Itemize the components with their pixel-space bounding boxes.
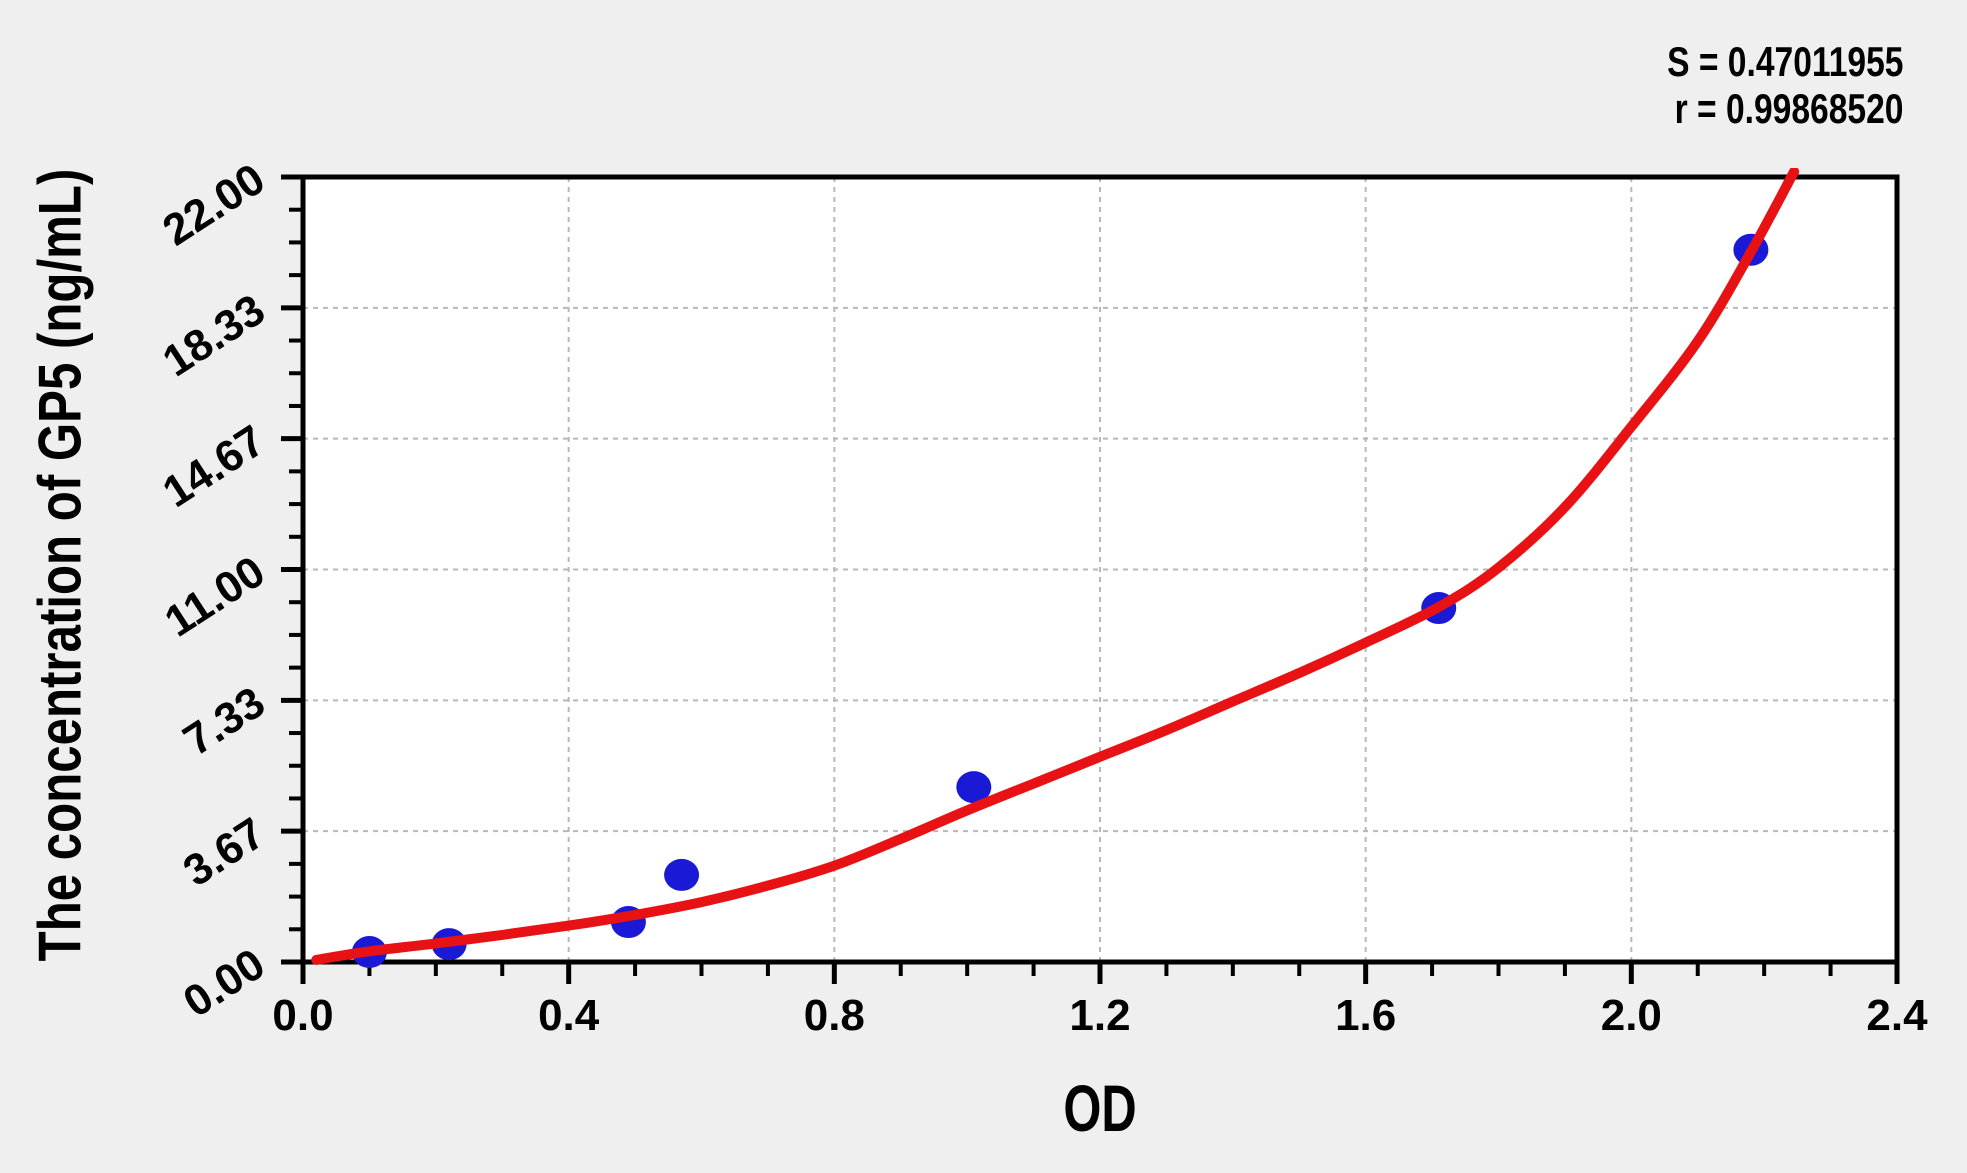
s-value-label: S = 0.47011955 xyxy=(1666,38,1903,85)
data-point xyxy=(664,858,700,891)
x-tick-label: 0.4 xyxy=(538,991,600,1040)
y-tick-label: 11.00 xyxy=(156,547,273,647)
y-tick-label: 14.67 xyxy=(154,416,273,517)
x-tick-label: 1.6 xyxy=(1335,991,1396,1040)
y-tick-label: 22.00 xyxy=(154,154,273,255)
x-tick-label: 0.8 xyxy=(804,991,865,1040)
fit-statistics: S = 0.47011955 r = 0.99868520 xyxy=(1667,38,1903,132)
y-tick-label: 7.33 xyxy=(175,678,274,766)
x-tick-label: 1.2 xyxy=(1069,991,1130,1040)
x-tick-label: 0.0 xyxy=(272,991,333,1040)
fit-curve xyxy=(311,168,1800,965)
y-tick-label: 3.67 xyxy=(175,808,274,896)
x-tick-label: 2.4 xyxy=(1866,991,1928,1040)
y-tick-label: 18.33 xyxy=(154,285,273,386)
y-axis-title: The concentration of GP5 (ng/mL) xyxy=(26,168,94,962)
data-point xyxy=(956,771,992,804)
x-axis-title: OD xyxy=(1063,1071,1137,1145)
y-tick-label: 0.00 xyxy=(175,939,274,1027)
r-value-label: r = 0.99868520 xyxy=(1674,85,1903,132)
x-tick-label: 2.0 xyxy=(1601,991,1662,1040)
